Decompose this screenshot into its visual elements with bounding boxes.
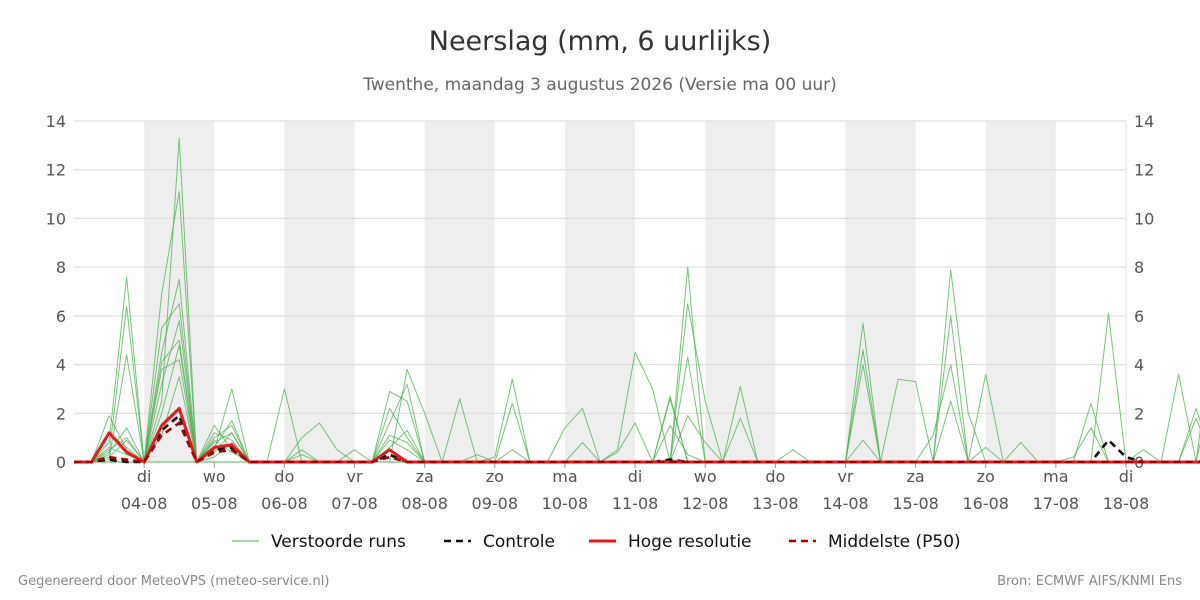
shaded-day: [564, 121, 636, 462]
y-tick-label: 8: [56, 258, 66, 277]
x-tick-date: 05-08: [191, 494, 238, 513]
shaded-day: [284, 121, 355, 462]
y-tick-label: 10: [46, 209, 66, 228]
chart-title: Neerslag (mm, 6 uurlijks): [429, 26, 771, 57]
y-tick-label: 4: [1134, 356, 1144, 375]
y-tick-label: 14: [1134, 112, 1154, 131]
x-tick-date: 09-08: [472, 494, 519, 513]
y-tick-label: 4: [56, 356, 66, 375]
x-tick-day: di: [628, 467, 643, 486]
x-tick-date: 15-08: [892, 494, 939, 513]
x-tick-day: vr: [347, 467, 363, 486]
x-tick-date: 10-08: [542, 494, 589, 513]
y-tick-label: 12: [46, 161, 66, 180]
x-tick-date: 04-08: [121, 494, 168, 513]
chart-subtitle: Twenthe, maandag 3 augustus 2026 (Versie…: [362, 75, 837, 95]
weekend-shading: [144, 121, 1056, 462]
legend-label: Verstoorde runs: [271, 532, 406, 552]
x-tick-day: zo: [977, 467, 995, 486]
y-tick-label: 14: [46, 112, 66, 131]
legend-label: Controle: [483, 532, 555, 552]
x-tick-day: ma: [1043, 467, 1068, 486]
x-tick-day: wo: [694, 467, 717, 486]
y-tick-label: 0: [56, 453, 66, 472]
y-tick-label: 6: [1134, 307, 1144, 326]
y-tick-label: 10: [1134, 209, 1154, 228]
footer-credit: Gegenereerd door MeteoVPS (meteo-service…: [18, 574, 329, 589]
x-tick-date: 14-08: [822, 494, 869, 513]
footer-source: Bron: ECMWF AIFS/KNMI Ens: [997, 574, 1182, 589]
middelste-p50-line: [74, 421, 1200, 464]
x-tick-day: di: [137, 467, 152, 486]
y-tick-label: 12: [1134, 161, 1154, 180]
x-tick-date: 17-08: [1033, 494, 1080, 513]
x-tick-day: di: [1119, 467, 1134, 486]
y-tick-label: 8: [1134, 258, 1144, 277]
x-tick-day: ma: [552, 467, 577, 486]
y-axis-left: 0 2 4 6 8 10 12 14: [46, 112, 66, 472]
x-tick-date: 07-08: [331, 494, 378, 513]
x-tick-date: 12-08: [682, 494, 729, 513]
x-tick-date: 13-08: [752, 494, 799, 513]
shaded-day: [845, 121, 916, 462]
x-axis: di 04-08 wo 05-08 do 06-08 vr 07-08 za 08-08 zo 09-…: [121, 462, 1149, 513]
x-tick-date: 06-08: [261, 494, 308, 513]
x-tick-day: zo: [486, 467, 504, 486]
y-tick-label: 2: [1134, 404, 1144, 423]
x-tick-day: vr: [837, 467, 853, 486]
x-tick-date: 18-08: [1103, 494, 1150, 513]
legend: Verstoorde runs Controle Hoge resolutie Mid…: [232, 532, 961, 552]
x-tick-day: za: [416, 467, 434, 486]
shaded-day: [144, 121, 215, 462]
x-tick-day: wo: [203, 467, 226, 486]
x-tick-date: 08-08: [401, 494, 448, 513]
main-series: [74, 406, 1200, 464]
shaded-day: [424, 121, 495, 462]
y-tick-label: 6: [56, 307, 66, 326]
legend-label: Middelste (P50): [828, 532, 961, 552]
shaded-day: [705, 121, 776, 462]
x-tick-date: 11-08: [612, 494, 659, 513]
x-tick-day: do: [274, 467, 294, 486]
x-tick-date: 16-08: [962, 494, 1009, 513]
y-tick-label: 2: [56, 404, 66, 423]
legend-label: Hoge resolutie: [628, 532, 752, 552]
x-tick-day: za: [906, 467, 924, 486]
shaded-day: [985, 121, 1056, 462]
x-tick-day: do: [765, 467, 785, 486]
